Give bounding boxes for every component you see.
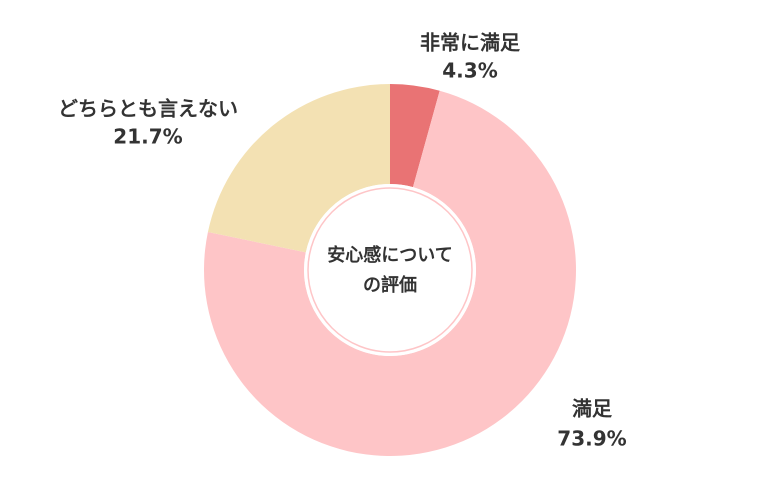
slice-value: 73.9% [557, 427, 626, 451]
hole-ring [307, 187, 473, 353]
center-label: 安心感について [327, 244, 452, 266]
slice [390, 84, 440, 188]
slice-value: 21.7% [113, 125, 182, 149]
slice-value: 4.3% [442, 59, 497, 83]
slice-label: 満足 [572, 397, 613, 421]
slice [204, 90, 576, 456]
slice-label: どちらとも言えない [58, 97, 238, 121]
slice-label: 非常に満足 [420, 31, 521, 55]
center-label: の評価 [363, 274, 417, 296]
slice [207, 84, 390, 253]
